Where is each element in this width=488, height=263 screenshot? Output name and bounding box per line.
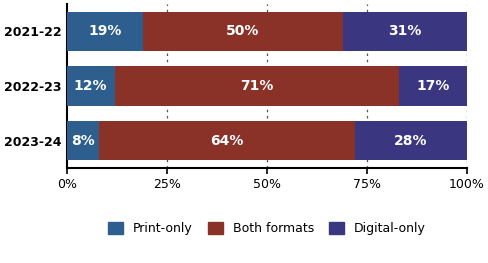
Text: 31%: 31%: [387, 24, 421, 38]
Text: 50%: 50%: [225, 24, 259, 38]
Text: 28%: 28%: [393, 134, 427, 148]
Text: 71%: 71%: [240, 79, 273, 93]
Text: 8%: 8%: [71, 134, 94, 148]
Text: 64%: 64%: [210, 134, 243, 148]
Text: 19%: 19%: [88, 24, 121, 38]
Bar: [66, 121, 99, 160]
Legend: Print-only, Both formats, Digital-only: Print-only, Both formats, Digital-only: [102, 217, 430, 240]
Bar: [115, 66, 398, 106]
Bar: [398, 66, 466, 106]
Bar: [66, 66, 115, 106]
Bar: [354, 121, 466, 160]
Bar: [142, 12, 342, 51]
Bar: [66, 12, 142, 51]
Bar: [99, 121, 354, 160]
Bar: [342, 12, 466, 51]
Text: 17%: 17%: [415, 79, 448, 93]
Text: 12%: 12%: [74, 79, 107, 93]
